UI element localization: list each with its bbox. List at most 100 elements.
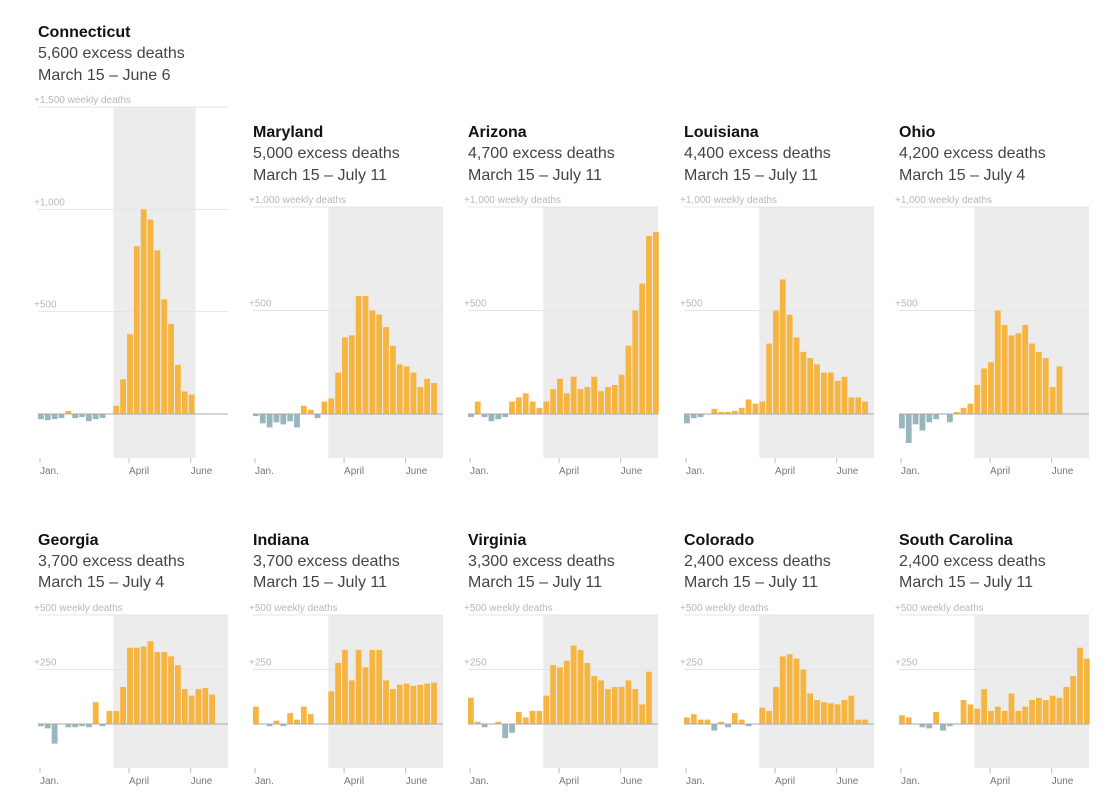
date-range: March 15 – July 11 — [468, 167, 602, 184]
bar — [307, 409, 314, 414]
bar — [960, 700, 967, 724]
bar-chart: +250 +500 weekly deaths Jan. April June — [680, 603, 874, 787]
bar — [1049, 695, 1056, 724]
bar — [529, 401, 536, 414]
bar — [99, 414, 106, 419]
bar — [759, 401, 766, 414]
x-tick-label: April — [775, 466, 795, 477]
y-tick-label: +500 — [464, 299, 487, 310]
bar — [188, 695, 195, 724]
bar — [625, 345, 632, 414]
bar — [161, 299, 168, 414]
bar — [522, 717, 529, 724]
bar — [752, 403, 759, 414]
bar — [684, 717, 690, 724]
bar — [994, 310, 1001, 414]
x-tick-label: June — [621, 776, 643, 787]
bar — [328, 398, 335, 414]
bar — [584, 662, 591, 724]
y-tick-label: +500 weekly deaths — [249, 603, 338, 614]
bar — [273, 720, 280, 724]
bar — [1036, 351, 1042, 414]
y-tick-label: +500 weekly deaths — [34, 603, 123, 614]
bar — [912, 414, 919, 425]
bar — [266, 724, 273, 727]
bar — [403, 366, 410, 414]
bar — [120, 379, 126, 414]
bar — [51, 724, 58, 744]
date-range: March 15 – July 11 — [468, 574, 602, 591]
bar — [946, 414, 953, 423]
bar — [133, 647, 140, 724]
bar — [253, 414, 259, 417]
x-tick-label: June — [837, 776, 859, 787]
x-tick-label: Jan. — [470, 776, 489, 787]
bar — [745, 399, 752, 414]
bar — [294, 719, 300, 724]
bar — [725, 724, 731, 728]
bar — [899, 715, 905, 724]
bar — [926, 724, 933, 729]
bar — [403, 683, 410, 724]
state-title: Virginia — [468, 532, 527, 549]
bar — [940, 724, 946, 731]
bar — [515, 397, 522, 414]
bar — [543, 401, 550, 414]
bar — [738, 407, 745, 414]
bar — [120, 686, 126, 724]
state-title: Indiana — [253, 532, 310, 549]
bar — [51, 414, 58, 420]
y-tick-label: +1,000 — [34, 197, 65, 208]
bar — [79, 414, 85, 418]
bar — [481, 724, 488, 728]
x-tick-label: June — [191, 466, 213, 477]
bar — [481, 414, 488, 418]
excess-deaths-total: 3,700 excess deaths — [38, 553, 185, 570]
excess-deaths-total: 2,400 excess deaths — [899, 553, 1046, 570]
bar — [591, 376, 598, 414]
bar-chart: +500 +1,000 weekly deaths Jan. April June — [249, 195, 443, 477]
y-tick-label: +1,000 weekly deaths — [464, 195, 561, 206]
bar — [383, 680, 389, 724]
bar — [488, 414, 495, 422]
x-tick-label: Jan. — [470, 466, 489, 477]
x-tick-label: Jan. — [40, 776, 59, 787]
x-tick-label: April — [990, 466, 1010, 477]
bar — [618, 374, 625, 414]
bar — [738, 719, 745, 724]
bar — [1056, 697, 1063, 724]
bar — [704, 719, 711, 724]
bar — [355, 296, 362, 414]
bar — [113, 405, 120, 414]
x-tick-label: June — [621, 466, 643, 477]
shaded-period — [974, 615, 1089, 768]
state-title: Maryland — [253, 124, 324, 141]
bar — [933, 712, 940, 724]
bar — [273, 414, 280, 423]
y-tick-label: +250 — [680, 658, 703, 669]
bar — [44, 724, 51, 729]
bar — [468, 697, 474, 724]
bar — [1022, 706, 1029, 724]
bar — [410, 372, 417, 414]
bar — [557, 667, 563, 724]
bar — [85, 724, 92, 728]
bar — [994, 706, 1001, 724]
bar — [417, 387, 424, 414]
y-tick-label: +250 — [464, 658, 487, 669]
bar — [335, 662, 341, 724]
bar — [522, 393, 529, 414]
bar — [543, 695, 550, 724]
date-range: March 15 – July 11 — [684, 574, 818, 591]
y-tick-label: +500 — [34, 300, 57, 311]
bar — [1022, 324, 1029, 414]
bar — [827, 372, 834, 414]
excess-deaths-total: 4,200 excess deaths — [899, 145, 1046, 162]
excess-deaths-total: 5,000 excess deaths — [253, 145, 400, 162]
bar — [175, 665, 181, 724]
x-tick-label: June — [191, 776, 213, 787]
bar — [376, 314, 383, 414]
bar — [502, 724, 509, 739]
bar — [342, 649, 348, 724]
